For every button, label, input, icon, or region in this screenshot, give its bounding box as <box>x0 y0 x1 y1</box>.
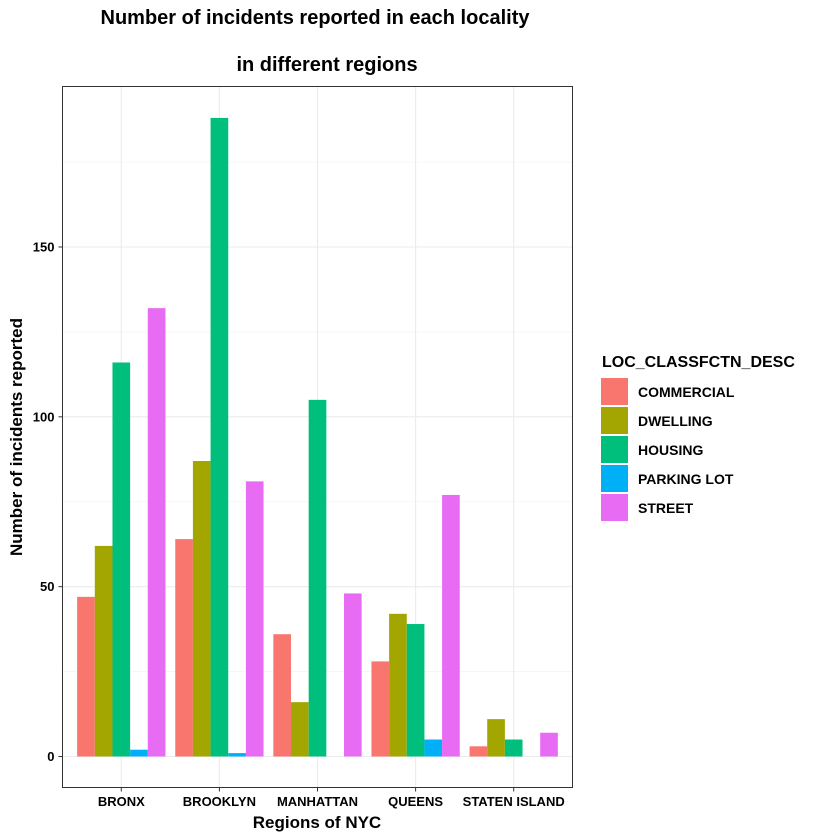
bar <box>424 739 443 757</box>
legend-label: COMMERCIAL <box>638 384 735 400</box>
bar <box>442 494 460 757</box>
bar <box>504 739 523 757</box>
x-tick-label: BROOKLYN <box>183 794 256 809</box>
bar <box>291 702 309 757</box>
bar <box>469 746 488 757</box>
bar <box>210 117 229 757</box>
x-tick-label: BRONX <box>98 794 145 809</box>
chart-title-line-1: Number of incidents reported in each loc… <box>101 7 531 29</box>
bar <box>389 613 407 757</box>
y-axis-ticks: 0 50 100 150 <box>33 240 63 764</box>
x-tick-label: MANHATTAN <box>277 794 358 809</box>
bar <box>487 719 505 757</box>
bar <box>343 593 362 757</box>
legend-key <box>601 465 628 492</box>
bar <box>406 624 425 757</box>
bar <box>273 634 292 757</box>
legend-key <box>601 494 628 521</box>
bar <box>175 539 193 757</box>
chart-title-line-2: in different regions <box>236 54 417 76</box>
bar <box>77 596 95 757</box>
legend: COMMERCIAL DWELLING HOUSING PARKING LOT STRE… <box>601 378 735 521</box>
legend-label: PARKING LOT <box>638 471 734 487</box>
x-tick-label: STATEN ISLAND <box>463 794 565 809</box>
bar <box>245 481 264 757</box>
legend-label: STREET <box>638 500 694 516</box>
bars <box>77 117 558 757</box>
legend-title: LOC_CLASSFCTN_DESC <box>602 354 795 371</box>
bar <box>228 753 246 757</box>
y-tick-label: 50 <box>40 579 54 594</box>
x-axis-title: Regions of NYC <box>253 813 381 832</box>
legend-key <box>601 407 628 434</box>
bar <box>308 399 327 757</box>
legend-label: DWELLING <box>638 413 713 429</box>
y-tick-label: 100 <box>33 409 55 424</box>
bar <box>192 460 211 757</box>
x-tick-label: QUEENS <box>388 794 443 809</box>
bar <box>540 732 558 757</box>
y-tick-label: 0 <box>47 749 54 764</box>
x-axis-ticks: BRONX BROOKLYN MANHATTAN QUEENS STATEN ISLAN… <box>98 787 565 809</box>
legend-label: HOUSING <box>638 442 703 458</box>
y-tick-label: 150 <box>33 240 55 255</box>
bar <box>130 749 148 757</box>
bar <box>147 308 166 757</box>
bar <box>112 362 131 757</box>
bar <box>371 661 390 757</box>
y-axis-title: Number of incidents reported <box>7 318 26 556</box>
legend-key <box>601 436 628 463</box>
bar <box>94 545 113 757</box>
legend-key <box>601 378 628 405</box>
